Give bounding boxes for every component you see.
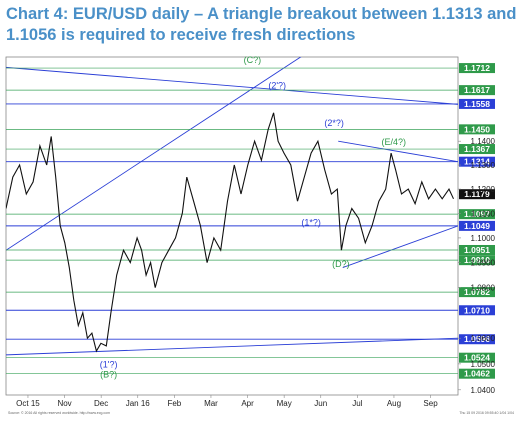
x-tick-label-7: May	[277, 399, 292, 408]
price-level-box-8	[459, 220, 495, 231]
wave-label-2: (2*?)	[324, 118, 344, 128]
wave-label-1: (2'?)	[268, 80, 286, 90]
price-level-label-2: 1.1558	[464, 99, 490, 109]
price-level-label-1: 1.1617	[464, 85, 490, 95]
x-tick-label-5: Mar	[204, 399, 218, 408]
price-level-label-3: 1.1450	[464, 124, 490, 134]
y-tick-label-8: 1.0500	[471, 360, 496, 369]
y-tick-label-0: 1.1400	[471, 137, 496, 146]
y-tick-label-3: 1.1100	[471, 209, 495, 218]
wave-label-4: (1*?)	[301, 218, 321, 228]
price-level-box-10	[459, 255, 495, 266]
price-level-label-5: 1.1314	[464, 157, 490, 167]
price-level-label-0: 1.1712	[464, 63, 490, 73]
price-level-box-6	[459, 189, 495, 200]
trendline-3	[338, 140, 458, 163]
price-level-label-12: 1.0710	[464, 305, 490, 315]
price-level-box-5	[459, 156, 495, 167]
wave-label-0: (C?)	[244, 55, 262, 65]
timestamp-footnote: Thu 15 09 2016 09:55:40 1/04 1/04	[459, 411, 514, 415]
y-tick-label-2: 1.1200	[471, 185, 496, 194]
wave-label-6: (1'?)	[100, 360, 118, 370]
price-level-box-14	[459, 352, 495, 363]
price-level-label-6: 1.1179	[464, 189, 490, 199]
x-tick-label-6: Apr	[241, 399, 254, 408]
x-tick-label-2: Dec	[94, 399, 108, 408]
price-level-label-8: 1.1049	[464, 221, 490, 231]
trendline-0	[6, 66, 458, 105]
price-level-box-3	[459, 124, 495, 135]
chart-title: Chart 4: EUR/USD daily – A triangle brea…	[6, 5, 517, 44]
trendline-1	[6, 337, 458, 356]
source-footnote: Source: © 2016 All rights reserved world…	[8, 411, 110, 415]
price-level-label-14: 1.0524	[464, 353, 490, 363]
x-tick-label-10: Aug	[387, 399, 401, 408]
x-tick-label-1: Nov	[57, 399, 71, 408]
price-level-box-13	[459, 334, 495, 345]
y-tick-label-6: 1.0800	[471, 284, 496, 293]
price-level-box-12	[459, 305, 495, 316]
y-tick-label-1: 1.1300	[471, 161, 496, 170]
price-level-label-7: 1.1097	[464, 209, 490, 219]
price-level-box-1	[459, 85, 495, 96]
y-tick-label-4: 1.1000	[471, 234, 496, 243]
x-tick-label-8: Jun	[314, 399, 327, 408]
x-tick-label-0: Oct 15	[16, 399, 40, 408]
price-series-line	[6, 112, 454, 353]
wave-label-7: (B?)	[100, 369, 117, 379]
x-tick-label-9: Jul	[352, 399, 362, 408]
trendline-4	[342, 225, 458, 269]
y-tick-label-7: 1.0600	[471, 334, 496, 343]
price-level-box-2	[459, 98, 495, 109]
x-tick-label-11: Sep	[423, 399, 438, 408]
price-level-label-13: 1.0596	[464, 334, 490, 344]
x-tick-label-3: Jan 16	[126, 399, 151, 408]
wave-label-3: (E/4?)	[382, 137, 407, 147]
x-tick-label-4: Feb	[167, 399, 181, 408]
price-level-box-4	[459, 144, 495, 155]
price-level-label-15: 1.0462	[464, 369, 490, 379]
y-tick-label-9: 1.0400	[471, 386, 496, 395]
y-tick-label-5: 1.0900	[471, 259, 496, 268]
price-level-box-7	[459, 209, 495, 220]
wave-label-5: (D?)	[332, 259, 350, 269]
price-level-box-15	[459, 368, 495, 379]
price-level-label-9: 1.0951	[464, 245, 490, 255]
price-level-box-0	[459, 63, 495, 74]
price-level-box-11	[459, 287, 495, 298]
trendline-2	[6, 57, 302, 251]
price-level-label-11: 1.0782	[464, 287, 490, 297]
price-level-label-10: 1.0910	[464, 255, 490, 265]
price-level-box-9	[459, 244, 495, 255]
price-level-label-4: 1.1367	[464, 144, 490, 154]
